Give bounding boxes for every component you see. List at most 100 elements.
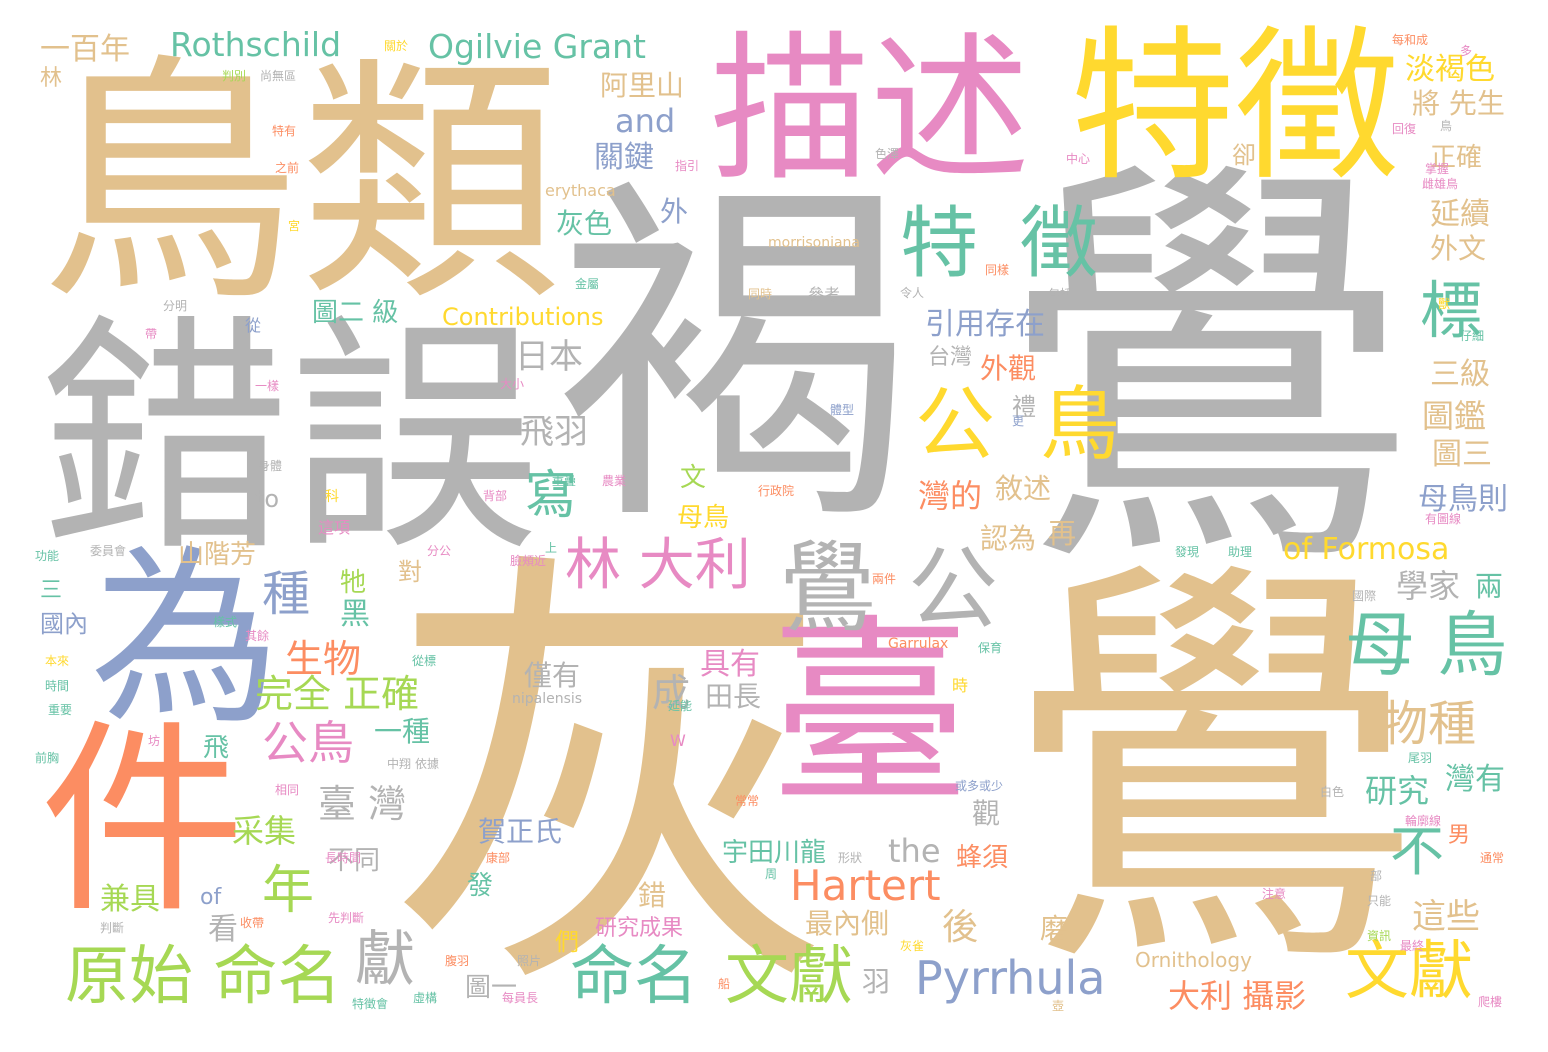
word-年: 年 [262,861,315,921]
word-林大利: 林 大利 [565,533,751,598]
word-僅有: 僅有 [524,659,581,692]
word-原始命名: 原始 命名 [65,940,342,1014]
word-灰雀: 灰雀 [900,939,925,953]
word-最內側: 最內側 [805,907,890,940]
word-對: 對 [398,558,422,586]
word-羽: 羽 [862,965,891,998]
word-宇田川龍: 宇田川龍 [722,838,827,868]
word-公-gray: 公 [908,537,998,642]
word-科: 科 [325,489,339,505]
word-W: W [670,731,686,750]
word-蜂須: 蜂須 [956,843,1009,873]
word-延續: 延續 [1430,197,1490,232]
word-國內: 國內 [40,610,88,638]
word-從標: 從標 [412,654,437,668]
word-延能: 延能 [668,699,693,713]
word-樣式: 樣式 [213,615,238,629]
word-參考: 參考 [808,285,841,304]
word-中心: 中心 [1066,152,1091,166]
word-to: to [255,485,280,513]
word-學家: 學家 [1396,567,1461,605]
word-erythaca: erythaca [545,181,616,200]
word-助理: 助理 [1228,545,1253,559]
word-依據: 依據 [415,757,440,771]
word-兩件: 兩件 [872,572,897,586]
word-公鳥: 公鳥 [262,716,354,770]
word-帶: 帶 [145,327,158,341]
word-中翔: 中翔 [387,757,412,771]
word-其餘: 其餘 [245,629,270,643]
word-黑: 黑 [340,597,370,632]
word-灣的: 灣的 [918,477,983,515]
word-坊: 坊 [148,734,161,748]
word-圖鑑: 圖鑑 [1422,397,1487,435]
word-ogilvie-grant: Ogilvie Grant [428,27,646,66]
word-這項: 這項 [318,518,351,537]
word-男: 男 [1448,823,1471,848]
word-這些: 這些 [1412,897,1480,937]
word-再: 再 [1048,517,1077,550]
word-尾羽: 尾羽 [1408,751,1433,765]
word-of-formosa: of Formosa [1283,532,1450,567]
word-鳥-yellow: 鳥 [1040,378,1120,471]
word-指引: 指引 [675,159,700,173]
word-時: 時 [952,676,969,695]
word-描述: 描述 [710,16,1031,203]
word-國際: 國際 [1352,589,1377,603]
word-雌雄鳥: 雌雄鳥 [1422,177,1459,191]
word-種: 種 [262,566,311,622]
word-資訊: 資訊 [1367,929,1392,943]
word-阿里山: 阿里山 [600,69,685,102]
word-禮: 禮 [1012,393,1036,421]
word-分公: 分公 [427,544,452,558]
word-母鳥-green: 母 鳥 [1345,604,1508,686]
word-令人: 令人 [900,286,925,300]
word-三級: 三級 [1430,357,1490,392]
word-通常: 通常 [1480,851,1505,865]
word-賀正氏: 賀正氏 [478,815,563,848]
word-輪廓線: 輪廓線 [1405,814,1442,828]
word-每和成: 每和成 [1392,33,1429,47]
word-外觀: 外觀 [980,352,1037,385]
word-日本: 日本 [515,337,583,377]
word-為: 為 [90,529,281,750]
word-體型: 體型 [830,403,855,417]
word-褐: 褐 [555,150,915,569]
word-一百年: 一百年 [40,32,130,67]
word-收帶: 收帶 [240,916,265,930]
word-contributions: Contributions [442,303,604,331]
word-上: 上 [545,541,558,555]
word-飛: 飛 [203,733,230,763]
word-發現: 發現 [1175,545,1200,559]
word-母鳥則: 母鳥則 [1418,482,1508,517]
word-腹羽: 腹羽 [445,954,470,968]
word-鷽-tan-large: 鷽 [1000,530,1420,1019]
word-鳥類: 鳥類 [40,34,560,336]
word-hartert: Hartert [790,861,941,910]
word-標: 標 [1420,274,1483,347]
word-兩: 兩 [1475,570,1504,603]
word-最終: 最終 [1400,939,1425,953]
word-船: 船 [718,977,731,991]
word-成: 成 [652,671,691,715]
word-判別: 判別 [222,69,247,83]
word-每員長: 每員長 [502,991,539,1005]
word-關於: 關於 [384,39,409,53]
word-臉頰近: 臉頰近 [510,554,547,568]
word-從: 從 [245,316,262,335]
word-部: 部 [1370,869,1383,883]
word-特徵會: 特徵會 [352,997,389,1011]
word-鷽-gray-medium: 鷽 [778,532,877,646]
word-pyrrhula: Pyrrhula [915,951,1106,1005]
word-灰色: 灰色 [556,207,613,240]
word-不: 不 [1390,820,1444,883]
word-采集: 采集 [232,812,297,850]
word-ornithology: Ornithology [1135,948,1252,972]
word-金屬: 金屬 [575,277,600,291]
word-長時間: 長時間 [325,851,362,865]
word-文獻-yellow: 文獻 [1345,935,1473,1009]
word-特徵: 特徵 [1070,11,1400,203]
word-garrulax: Garrulax [888,636,949,652]
word-觀: 觀 [972,797,1001,830]
